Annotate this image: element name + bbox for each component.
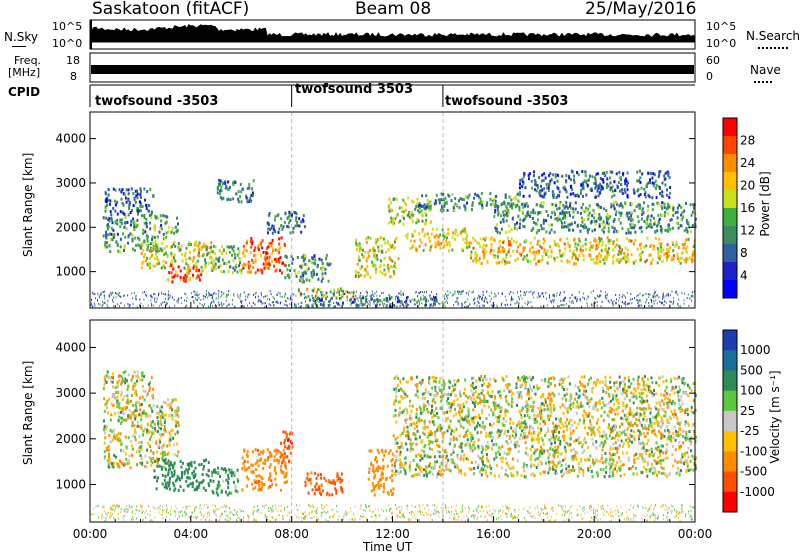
power-colorbar-segment: [723, 190, 737, 209]
freq-label: Freq.: [14, 54, 42, 67]
power-colorbar-tick-label: 16: [740, 201, 755, 215]
velocity-colorbar-segment: [723, 451, 737, 473]
velocity-colorbar-segment: [723, 410, 737, 432]
freq-scale-bottom: 8: [70, 70, 77, 83]
nave-label: Nave: [750, 63, 781, 77]
power-colorbar-tick-label: 28: [740, 134, 755, 148]
nave-scale-bottom: 0: [706, 70, 713, 83]
cpid-segment-3: twofsound -3503: [445, 94, 569, 109]
power-ytick-label: 2000: [55, 220, 86, 234]
power-colorbar-tick-label: 20: [740, 179, 755, 193]
cpid-label: CPID: [8, 85, 41, 99]
freq-unit: [MHz]: [8, 66, 41, 79]
velocity-ytick-label: 4000: [55, 340, 86, 354]
power-colorbar-tick-label: 24: [740, 156, 755, 170]
x-tick-label: 04:00: [174, 527, 209, 541]
velocity-colorbar-segment: [723, 390, 737, 412]
velocity-colorbar-segment: [723, 330, 737, 351]
velocity-colorbar-tick-label: 25: [740, 404, 755, 418]
nave-scale-top: 60: [706, 54, 720, 67]
velocity-colorbar-tick-label: 500: [740, 363, 763, 377]
velocity-colorbar-tick-label: -25: [740, 424, 760, 438]
velocity-ytick-label: 3000: [55, 386, 86, 400]
nsky-scale-bottom: 10^0: [52, 37, 83, 50]
velocity-colorbar-tick-label: 1000: [740, 343, 771, 357]
velocity-ytick-label: 2000: [55, 432, 86, 446]
station-title: Saskatoon (fitACF): [92, 0, 250, 19]
velocity-colorbar-segment: [723, 370, 737, 392]
date-title: 25/May/2016: [585, 0, 697, 19]
nsky-label: N.Sky: [4, 30, 39, 44]
x-tick-label: 16:00: [476, 527, 511, 541]
cpid-segment-2: twofsound 3503: [295, 82, 414, 97]
power-colorbar-segment: [723, 208, 737, 227]
power-colorbar-tick-label: 12: [740, 224, 755, 238]
x-tick-label: 08:00: [274, 527, 309, 541]
nsearch-legend-dots: [758, 47, 788, 49]
cpid-segment-1: twofsound -3503: [95, 94, 219, 109]
power-colorbar-frame: [722, 117, 738, 299]
freq-series: [91, 65, 694, 74]
nsky-series: [89, 24, 696, 43]
velocity-colorbar-segment: [723, 471, 737, 493]
x-tick-label: 20:00: [577, 527, 612, 541]
x-tick-label: 00:00: [678, 527, 713, 541]
nsearch-scale-bottom: 10^0: [706, 37, 737, 50]
velocity-colorbar-tick-label: 100: [740, 384, 763, 398]
x-tick-label: 12:00: [375, 527, 410, 541]
velocity-colorbar-tick-label: -1000: [740, 485, 775, 499]
power-colorbar-tick-label: 4: [740, 269, 748, 283]
freq-scale-top: 18: [66, 54, 80, 67]
velocity-colorbar-tick-label: -100: [740, 444, 767, 458]
velocity-colorbar-segment: [723, 491, 737, 513]
nsky-legend-line: [12, 46, 26, 47]
velocity-ytick-label: 1000: [55, 478, 86, 492]
nave-legend-dots: [754, 81, 772, 83]
power-colorbar-segment: [723, 172, 737, 191]
power-colorbar-segment: [723, 118, 737, 137]
power-ytick-label: 4000: [55, 132, 86, 146]
power-colorbar-segment: [723, 226, 737, 245]
velocity-colorbar-segment: [723, 350, 737, 371]
power-ytick-label: 1000: [55, 265, 86, 279]
power-colorbar-segment: [723, 244, 737, 263]
nsearch-scale-top: 10^5: [706, 20, 737, 33]
power-ytick-label: 3000: [55, 176, 86, 190]
freq-panel-frame: [89, 52, 696, 83]
velocity-pixels: [90, 370, 697, 522]
power-pixels: [90, 169, 697, 308]
nsky-scale-top: 10^5: [52, 20, 83, 33]
x-axis-title: Time UT: [363, 540, 413, 554]
power-colorbar-segment: [723, 262, 737, 281]
nsearch-label: N.Search: [746, 29, 800, 43]
velocity-colorbar-segment: [723, 431, 737, 452]
power-colorbar-tick-label: 8: [740, 246, 748, 260]
beam-title: Beam 08: [355, 0, 432, 19]
power-colorbar-segment: [723, 136, 737, 155]
power-colorbar-segment: [723, 280, 737, 299]
power-colorbar-segment: [723, 154, 737, 173]
velocity-colorbar-tick-label: -500: [740, 465, 767, 479]
x-tick-label: 00:00: [73, 527, 108, 541]
velocity-colorbar-frame: [722, 329, 738, 513]
